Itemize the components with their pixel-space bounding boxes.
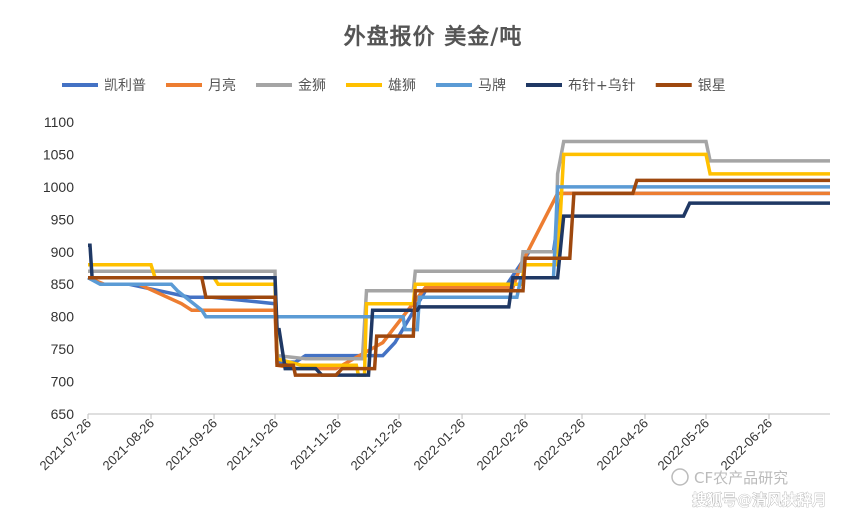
legend-label-1: 月亮 xyxy=(208,77,236,94)
watermark-line2: 搜狐号@清风扶辞月 xyxy=(692,491,827,509)
x-tick-label: 2022-04-26 xyxy=(594,416,652,474)
legend-label-5: 布针+乌针 xyxy=(568,78,636,94)
y-tick-label: 1100 xyxy=(44,114,74,130)
x-tick-label: 2022-02-26 xyxy=(474,416,532,474)
x-tick-label: 2022-05-26 xyxy=(654,416,712,474)
series-line-5 xyxy=(88,201,830,377)
y-tick-label: 900 xyxy=(51,244,75,260)
legend-label-2: 金狮 xyxy=(298,78,326,94)
y-tick-label: 700 xyxy=(51,374,75,390)
legend-label-0: 凯利普 xyxy=(104,78,146,94)
x-tick-label: 2021-11-26 xyxy=(287,416,344,473)
y-tick-label: 950 xyxy=(51,211,75,227)
watermark: CF农产品研究 搜狐号@清风扶辞月 xyxy=(671,468,827,509)
y-tick-label: 1050 xyxy=(43,146,74,162)
watermark-line1: CF农产品研究 xyxy=(694,469,788,487)
y-tick-label: 850 xyxy=(51,276,75,292)
x-tick-label: 2021-07-26 xyxy=(36,416,94,474)
legend-label-6: 银星 xyxy=(698,78,726,94)
x-tick-label: 2021-12-26 xyxy=(348,416,406,474)
y-tick-label: 800 xyxy=(51,309,75,325)
x-tick-label: 2022-01-26 xyxy=(411,416,469,474)
y-tick-label: 1000 xyxy=(43,179,74,195)
legend: 凯利普 月亮 金狮 雄狮 马牌 布针+乌针 银星 xyxy=(62,77,726,94)
legend-label-4: 马牌 xyxy=(478,77,506,94)
series-line-1 xyxy=(87,191,830,371)
x-tick-label: 2022-06-26 xyxy=(718,416,776,474)
x-tick-label: 2022-03-26 xyxy=(530,416,588,474)
wechat-icon xyxy=(671,468,689,486)
series-line-6 xyxy=(88,178,830,377)
x-tick-label: 2021-10-26 xyxy=(224,416,282,474)
y-tick-label: 750 xyxy=(51,341,75,357)
x-tick-label: 2021-09-26 xyxy=(163,416,221,474)
legend-label-3: 雄狮 xyxy=(388,78,416,94)
chart-title: 外盘报价 美金/吨 xyxy=(344,24,523,50)
x-tick-label: 2021-08-26 xyxy=(100,416,158,474)
y-tick-label: 650 xyxy=(51,406,75,422)
series-layer xyxy=(87,139,830,377)
